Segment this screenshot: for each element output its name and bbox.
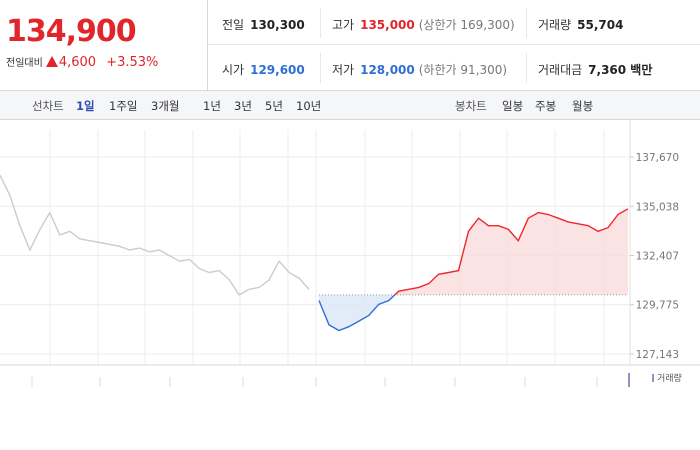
quote-cell: 거래량 55,704 <box>538 16 623 33</box>
candle-tab[interactable]: 월봉 <box>572 99 594 113</box>
line-chart-label: 선차트 <box>32 99 64 113</box>
period-tab[interactable]: 1년 <box>203 99 221 113</box>
quote-cell: 고가 135,000 (상한가 169,300) <box>332 16 515 33</box>
candle-chart-label: 봉차트 <box>455 99 487 113</box>
change-pct: +3.53% <box>106 55 159 70</box>
quote-value: 135,000 <box>360 18 415 32</box>
cell-divider <box>526 8 527 38</box>
quote-limit: (상한가 169,300) <box>418 18 515 32</box>
cell-divider <box>526 53 527 83</box>
price-line <box>0 174 310 296</box>
cell-divider <box>320 8 321 38</box>
quote-key: 시가 <box>222 63 245 77</box>
period-tab[interactable]: 3년 <box>234 99 252 113</box>
current-price: 134,900 <box>6 14 137 49</box>
quote-value: 55,704 <box>577 18 624 32</box>
change: 전일대비 4,600 +3.53% <box>6 54 158 70</box>
quote-cell: 시가 129,600 <box>222 61 305 78</box>
period-tab[interactable]: 1일 <box>76 99 95 113</box>
candle-tab[interactable]: 주봉 <box>535 99 557 113</box>
y-tick-label: 137,670 <box>636 152 679 164</box>
quote-key: 저가 <box>332 63 355 77</box>
period-tab[interactable]: 1주일 <box>109 99 138 113</box>
y-tick-label: 129,775 <box>636 300 679 312</box>
quote-row: 전일 130,300 고가 135,000 (상한가 169,300) 거래량 55,704 <box>208 0 700 45</box>
quote-key: 거래량 <box>538 18 572 32</box>
up-arrow <box>45 56 58 67</box>
quote-value: 7,360 백만 <box>588 63 653 77</box>
y-tick-label: 135,038 <box>636 201 679 213</box>
quote-value: 128,000 <box>360 63 415 77</box>
y-tick-label: 132,407 <box>636 250 679 262</box>
change-label: 전일대비 <box>6 58 43 69</box>
candle-tab[interactable]: 일봉 <box>502 99 524 113</box>
cell-divider <box>320 53 321 83</box>
quote-value: 129,600 <box>250 63 305 77</box>
area-fill <box>318 208 628 331</box>
quote-header: 134,900 전일대비 4,600 +3.53% 전일 130,300 고가 135,… <box>0 0 700 91</box>
legend-label: 거래량 <box>657 372 682 384</box>
quote-cell: 저가 128,000 (하한가 91,300) <box>332 61 507 78</box>
quote-cell: 거래대금 7,360 백만 <box>538 61 652 78</box>
quote-key: 전일 <box>222 18 245 32</box>
quote-value: 130,300 <box>250 18 305 32</box>
change-value: 4,600 <box>58 55 97 70</box>
quote-key: 고가 <box>332 18 355 32</box>
period-tab[interactable]: 5년 <box>265 99 283 113</box>
quote-cell: 전일 130,300 <box>222 16 305 33</box>
period-tab[interactable]: 10년 <box>296 99 322 113</box>
quote-row: 시가 129,600 저가 128,000 (하한가 91,300) 거래대금 7,360 … <box>208 45 700 89</box>
quote-key: 거래대금 <box>538 63 583 77</box>
divider <box>207 0 208 90</box>
price-line <box>318 208 629 332</box>
legend-swatch <box>652 374 654 382</box>
period-tab[interactable]: 3개월 <box>151 99 180 113</box>
y-tick-label: 127,143 <box>636 349 679 361</box>
volume-bar <box>628 373 630 387</box>
toolbar: 선차트 1일 1주일 3개월 1년 3년 5년 10년 봉차트 일봉 주봉 월봉 <box>0 91 700 120</box>
quote-limit: (하한가 91,300) <box>418 63 508 77</box>
